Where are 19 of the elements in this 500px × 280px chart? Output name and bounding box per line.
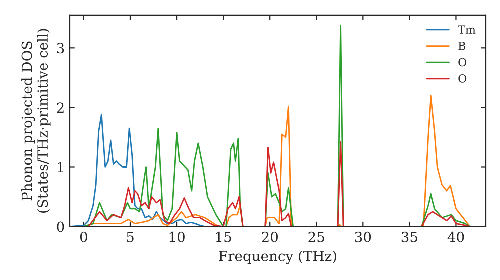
x-tick-label: 30	[355, 232, 372, 242]
legend-label: B	[458, 42, 466, 50]
y-tick-label: 2	[57, 102, 64, 113]
x-tick-label: 20	[262, 232, 278, 242]
x-tick-label: 35	[402, 232, 418, 242]
x-tick-label: 5	[127, 232, 134, 242]
x-tick-label: 25	[308, 232, 324, 242]
x-tick-label: 0	[80, 232, 88, 242]
x-tick-label: 10	[170, 232, 185, 242]
legend-label: Tm	[458, 26, 476, 34]
legend-label: O	[458, 74, 467, 83]
y-tick-label: 0	[57, 222, 64, 232]
x-axis-title: Frequency (THz)	[219, 250, 336, 264]
x-tick-label: 40	[448, 232, 464, 242]
legend-label: O	[458, 58, 467, 67]
y-axis-title: Phonon projected DOS (States/THz·primitive cell)	[22, 29, 51, 213]
y-tick-label: 1	[58, 162, 64, 173]
x-tick-label: 15	[216, 232, 232, 242]
y-tick-label: 3	[57, 43, 64, 54]
